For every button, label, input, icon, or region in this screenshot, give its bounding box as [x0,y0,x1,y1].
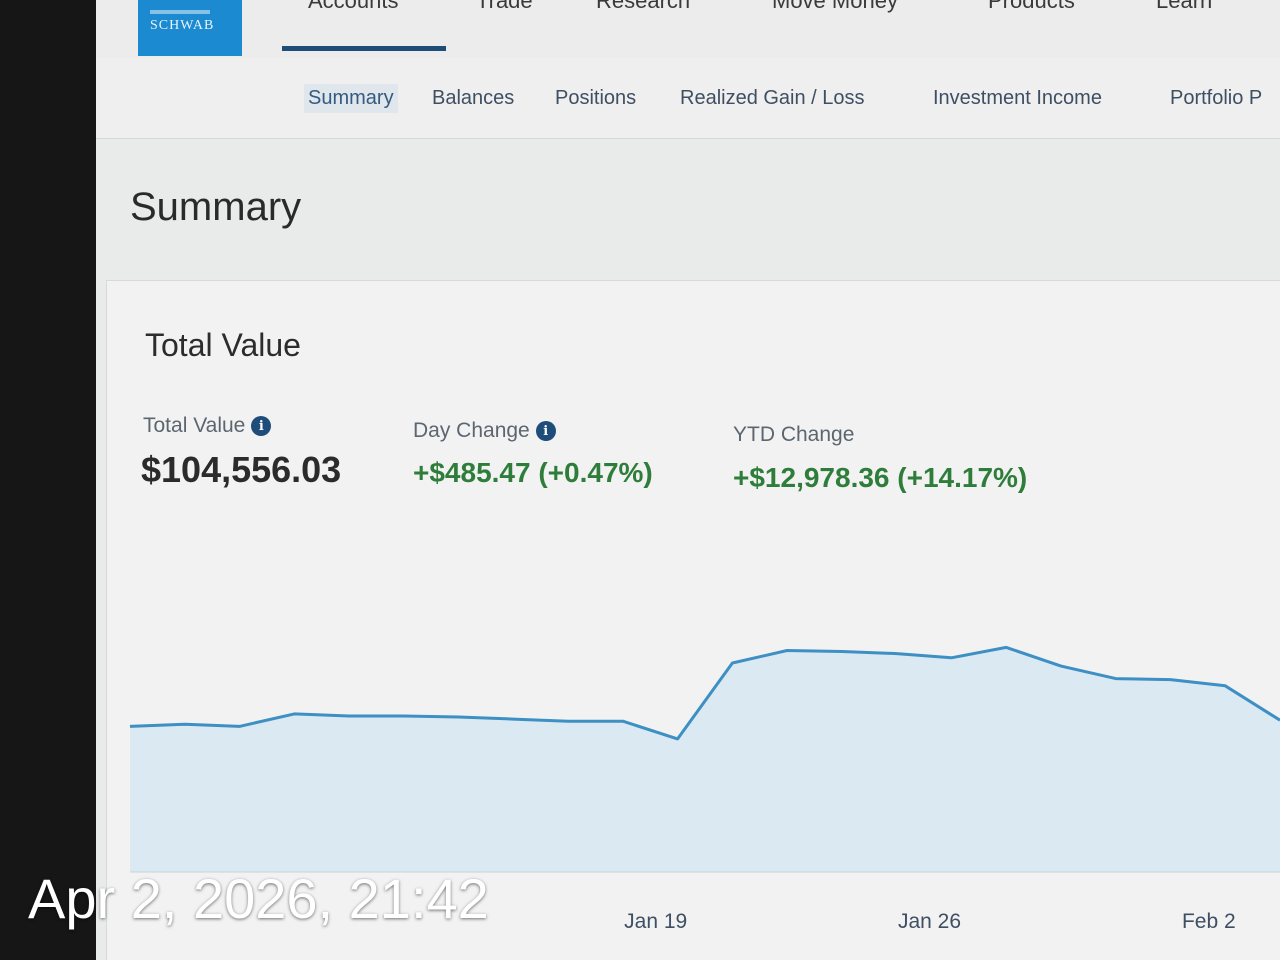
tab-portfolio[interactable]: Portfolio P [1170,87,1263,109]
nav-item-trade[interactable]: Trade [476,0,533,13]
ytd-change-label-text: YTD Change [733,423,855,446]
ytd-change-amount: +$12,978.36 (+14.17%) [733,462,1028,493]
total-value-amount: $104,556.03 [141,449,342,490]
nav-item-research[interactable]: Research [596,0,691,13]
nav-item-move-money[interactable]: Move Money [772,0,898,13]
tab-balances[interactable]: Balances [432,87,515,109]
chart-point[interactable] [783,647,791,655]
chart-point[interactable] [1057,662,1065,670]
chart-point[interactable] [1221,682,1229,690]
day-change-amount: +$485.47 (+0.47%) [413,457,653,488]
chart-point[interactable] [1167,676,1175,684]
chart-point[interactable] [1002,643,1010,651]
chart-point[interactable] [509,715,517,723]
chart-point[interactable] [838,648,846,656]
photo-timestamp: Apr 2, 2026, 21:42 [28,867,489,930]
active-nav-indicator [282,46,446,51]
chart-point[interactable] [619,717,627,725]
top-navigation: SCHWAB Accounts Trade Research Move Mone… [96,0,1280,59]
chart-line [129,645,1280,741]
tab-investment-income[interactable]: Investment Income [933,87,1102,109]
schwab-logo[interactable]: SCHWAB [138,0,242,56]
tab-summary[interactable]: Summary [304,84,398,113]
tab-positions[interactable]: Positions [555,87,637,109]
ytd-change-label: YTD Change [733,423,854,447]
total-value-label: Total Value i [143,414,272,438]
sub-navigation: Summary Balances Positions Realized Gain… [96,58,1280,139]
chart-point[interactable] [290,710,298,718]
total-value-info-icon[interactable]: i [251,416,272,436]
chart-point[interactable] [564,717,572,725]
browser-viewport: SCHWAB Accounts Trade Research Move Mone… [96,0,1280,960]
day-change-info-icon[interactable]: i [535,421,556,441]
day-change-label-text: Day Change [413,419,530,442]
chart-point[interactable] [181,720,189,728]
chart-point[interactable] [126,722,134,730]
chart-point[interactable] [400,712,408,720]
logo-bar [150,10,210,14]
nav-item-accounts[interactable]: Accounts [308,0,399,13]
tab-realized-gain-loss[interactable]: Realized Gain / Loss [680,87,865,109]
x-tick-label: Feb 2 [1182,910,1236,933]
chart-point[interactable] [674,735,682,743]
card-title: Total Value [145,327,301,363]
chart-point[interactable] [345,712,353,720]
chart-point[interactable] [728,659,736,667]
chart-point[interactable] [893,650,901,658]
logo-text: SCHWAB [150,18,215,33]
page-title: Summary [130,185,302,229]
monitor-bezel [0,0,110,960]
total-value-label-text: Total Value [143,414,246,437]
nav-item-products[interactable]: Products [988,0,1075,13]
chart-point[interactable] [1112,675,1120,683]
chart-point[interactable] [947,654,955,662]
chart-point[interactable] [455,713,463,721]
chart-point[interactable] [236,722,244,730]
total-value-chart[interactable]: Jan 19 Jan 26 Feb 2 [96,0,1280,960]
x-tick-label: Jan 26 [898,910,961,933]
chart-area [130,647,1280,872]
x-tick-label: Jan 19 [624,910,687,933]
nav-item-learn[interactable]: Learn [1156,0,1213,13]
day-change-label: Day Change i [413,419,556,443]
